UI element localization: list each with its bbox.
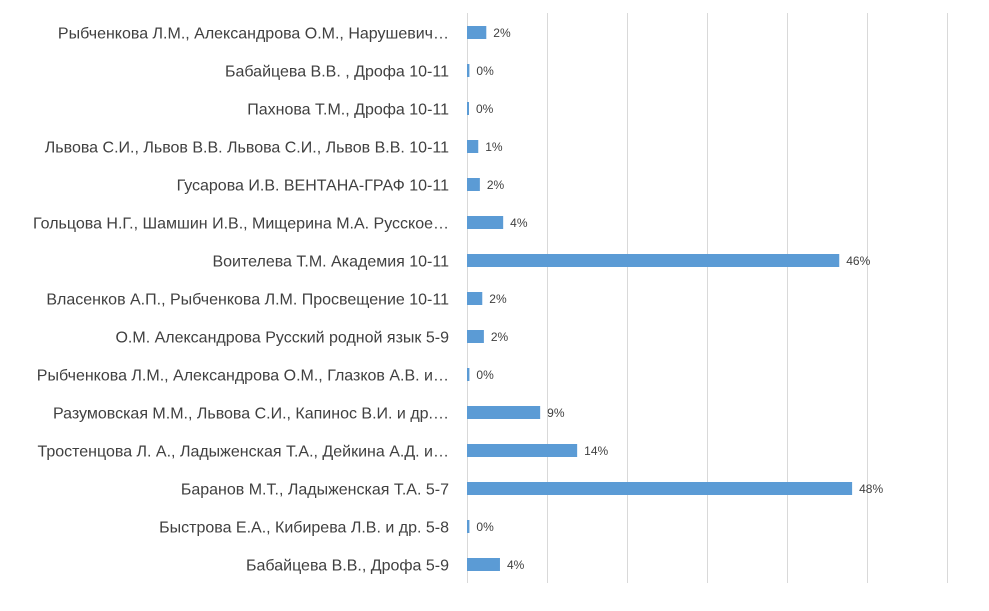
data-label: 48% — [859, 482, 883, 496]
data-label: 1% — [485, 140, 503, 154]
data-label: 2% — [487, 178, 505, 192]
bar — [467, 178, 480, 191]
category-label: Быстрова Е.А., Кибирева Л.В. и др. 5-8 — [159, 520, 449, 537]
category-label: Львова С.И., Львов В.В. Львова С.И., Льв… — [45, 140, 449, 157]
data-label: 2% — [491, 330, 509, 344]
bar — [467, 482, 853, 495]
category-label: Воителева Т.М. Академия 10-11 — [212, 254, 449, 271]
bar — [467, 330, 484, 343]
data-label: 2% — [489, 292, 507, 306]
category-label: Гольцова Н.Г., Шамшин И.В., Мищерина М.А… — [33, 216, 449, 233]
data-label: 0% — [476, 520, 494, 534]
bar — [467, 102, 469, 115]
data-label: 0% — [476, 64, 494, 78]
data-labels: 2% 0% 0% 1% 2% 4% 46% 2% 2% 0% 9% 14% 48% 0% 4% — [476, 26, 883, 572]
data-label: 0% — [476, 368, 494, 382]
bar — [467, 140, 479, 153]
bar — [467, 292, 483, 305]
category-label: Бабайцева В.В. , Дрофа 10-11 — [225, 64, 449, 81]
category-labels: Рыбченкова Л.М., Александрова О.М., Нару… — [33, 26, 449, 575]
bar — [467, 216, 504, 229]
category-label: Рыбченкова Л.М., Александрова О.М., Нару… — [58, 26, 449, 43]
bar — [467, 520, 470, 533]
category-label: Пахнова Т.М., Дрофа 10-11 — [247, 102, 449, 119]
category-label: Бабайцева В.В., Дрофа 5-9 — [246, 558, 449, 575]
data-label: 2% — [493, 26, 511, 40]
bar — [467, 444, 578, 457]
category-label: Рыбченкова Л.М., Александрова О.М., Глаз… — [37, 368, 449, 385]
bar — [467, 254, 840, 267]
bar — [467, 406, 541, 419]
data-label: 46% — [846, 254, 870, 268]
data-label: 4% — [510, 216, 528, 230]
category-label: Баранов М.Т., Ладыженская Т.А. 5-7 — [181, 482, 449, 499]
data-label: 0% — [476, 102, 494, 116]
bar — [467, 558, 500, 571]
bars — [467, 26, 853, 571]
gridlines — [467, 13, 948, 583]
data-label: 4% — [507, 558, 525, 572]
bar — [467, 64, 470, 77]
bar — [467, 368, 470, 381]
data-label: 9% — [547, 406, 565, 420]
category-label: Тростенцова Л. А., Ладыженская Т.А., Дей… — [37, 444, 449, 461]
category-label: Разумовская М.М., Львова С.И., Капинос В… — [53, 406, 449, 423]
category-label: Власенков А.П., Рыбченкова Л.М. Просвеще… — [46, 292, 449, 309]
category-label: Гусарова И.В. ВЕНТАНА-ГРАФ 10-11 — [177, 178, 450, 195]
bar — [467, 26, 487, 39]
data-label: 14% — [584, 444, 608, 458]
category-label: О.М. Александрова Русский родной язык 5-… — [115, 330, 449, 347]
